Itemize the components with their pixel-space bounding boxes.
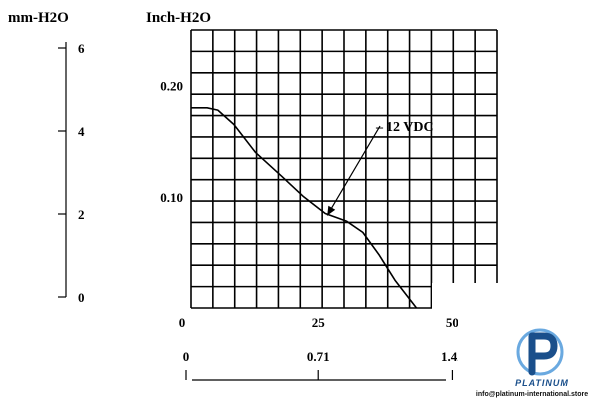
- x-tick-label-primary: 0: [179, 315, 186, 330]
- x-tick-label-secondary: 0: [183, 349, 190, 364]
- curve-annotation: – 12 VDC: [326, 120, 434, 216]
- platinum-logo: PLATINUM info@platinum-international.sto…: [458, 284, 600, 400]
- y-tick-label-mm: 0: [78, 290, 85, 305]
- series-line-12vdc: [191, 107, 418, 309]
- curve-group: [191, 107, 418, 309]
- annotation-dash: –: [375, 120, 384, 135]
- y-tick-label-inch: 0.20: [160, 79, 183, 94]
- y-tick-label-mm: 4: [78, 124, 85, 139]
- y-axis-label-inch: Inch-H2O: [146, 10, 211, 26]
- y-tick-label-inch: 0.10: [160, 190, 183, 205]
- logo-p-icon: [528, 332, 558, 376]
- y-axis-label-mm: mm-H2O: [8, 10, 69, 26]
- y-tick-label-mm: 2: [78, 207, 85, 222]
- chart-grid: [190, 29, 502, 313]
- logo-brand-text: PLATINUM: [515, 378, 569, 388]
- y-tick-label-mm: 6: [78, 41, 85, 56]
- x-tick-label-primary: 25: [312, 315, 326, 330]
- x-tick-label-primary: 50: [446, 315, 459, 330]
- annotation-arrow: [326, 125, 381, 216]
- annotation-arrowhead: [327, 205, 336, 216]
- x-tick-label-secondary: 0.71: [307, 349, 330, 364]
- annotation-label: 12 VDC: [386, 120, 434, 135]
- logo-email-text: info@platinum-international.store: [476, 391, 588, 398]
- logo-ring-icon: [516, 328, 564, 376]
